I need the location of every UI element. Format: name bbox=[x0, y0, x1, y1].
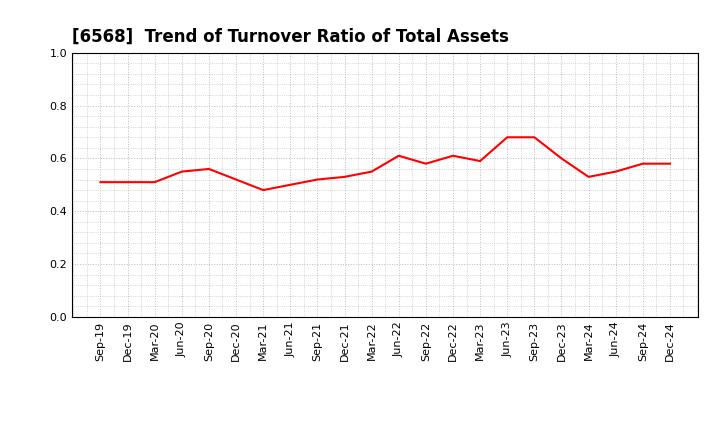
Text: [6568]  Trend of Turnover Ratio of Total Assets: [6568] Trend of Turnover Ratio of Total … bbox=[72, 28, 509, 46]
